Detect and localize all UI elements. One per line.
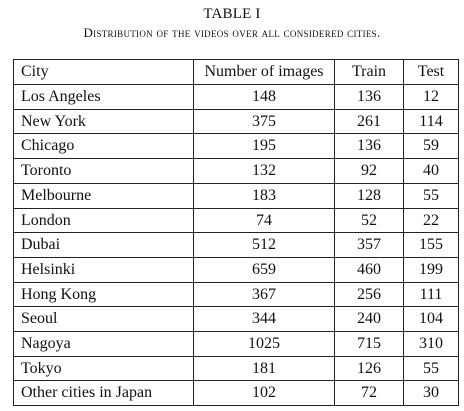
table-row: Los Angeles 148 136 12 [13, 84, 459, 110]
header-train: Train [334, 59, 404, 85]
cell-city: Melbourne [13, 182, 194, 209]
cell-images: 148 [193, 84, 335, 110]
cell-images: 132 [193, 158, 335, 184]
table-row: Helsinki 659 460 199 [13, 256, 459, 283]
table-title: TABLE I [203, 6, 261, 22]
cell-test: 12 [403, 84, 459, 110]
table-row: Dubai 512 357 155 [13, 232, 459, 258]
cell-test: 59 [403, 133, 459, 160]
table-row: Seoul 344 240 104 [13, 306, 459, 333]
cell-city: London [13, 207, 194, 234]
cell-city: New York [13, 108, 194, 135]
table-row: Toronto 132 92 40 [13, 158, 459, 184]
cell-images: 195 [193, 133, 335, 160]
cell-train: 357 [334, 232, 404, 258]
cell-city: Los Angeles [13, 84, 194, 110]
header-test: Test [403, 59, 459, 85]
cell-images: 344 [193, 306, 335, 333]
cell-train: 92 [334, 158, 404, 184]
cell-images: 375 [193, 108, 335, 135]
cell-images: 183 [193, 182, 335, 209]
cell-city: Hong Kong [13, 281, 194, 308]
table-row: Chicago 195 136 59 [13, 133, 459, 160]
cell-train: 126 [334, 355, 404, 382]
cell-train: 261 [334, 108, 404, 135]
cell-images: 102 [193, 380, 335, 407]
cell-test: 55 [403, 355, 459, 382]
cell-train: 72 [334, 380, 404, 407]
cell-train: 136 [334, 84, 404, 110]
cell-train: 52 [334, 207, 404, 234]
cell-test: 310 [403, 331, 459, 357]
cell-city: Other cities in Japan [13, 380, 194, 407]
cell-test: 40 [403, 158, 459, 184]
cell-city: Dubai [13, 232, 194, 258]
cell-city: Seoul [13, 306, 194, 333]
cell-images: 512 [193, 232, 335, 258]
cell-train: 256 [334, 281, 404, 308]
cell-test: 155 [403, 232, 459, 258]
cell-test: 199 [403, 256, 459, 283]
table-row: Melbourne 183 128 55 [13, 182, 459, 209]
cell-train: 715 [334, 331, 404, 357]
table-caption: Distribution of the videos over all cons… [83, 25, 381, 40]
cell-city: Nagoya [13, 331, 194, 357]
cell-test: 30 [403, 380, 459, 407]
table-row: Other cities in Japan 102 72 30 [13, 380, 459, 407]
cell-test: 111 [403, 281, 459, 308]
cell-city: Helsinki [13, 256, 194, 283]
cell-train: 240 [334, 306, 404, 333]
cell-images: 1025 [193, 331, 335, 357]
cell-test: 55 [403, 182, 459, 209]
header-city: City [13, 59, 194, 85]
cell-test: 22 [403, 207, 459, 234]
table-header-row: City Number of images Train Test [13, 59, 459, 85]
cell-train: 128 [334, 182, 404, 209]
cell-test: 104 [403, 306, 459, 333]
cell-city: Tokyo [13, 355, 194, 382]
cell-city: Chicago [13, 133, 194, 160]
header-number-of-images: Number of images [193, 59, 335, 85]
table-row: Hong Kong 367 256 111 [13, 281, 459, 308]
cell-test: 114 [403, 108, 459, 135]
cell-train: 460 [334, 256, 404, 283]
table-row: Nagoya 1025 715 310 [13, 331, 459, 357]
cell-images: 74 [193, 207, 335, 234]
cell-images: 659 [193, 256, 335, 283]
city-distribution-table: City Number of images Train Test Los Ang… [13, 59, 459, 407]
cell-city: Toronto [13, 158, 194, 184]
table-row: London 74 52 22 [13, 207, 459, 234]
table-row: Tokyo 181 126 55 [13, 355, 459, 382]
cell-images: 181 [193, 355, 335, 382]
cell-train: 136 [334, 133, 404, 160]
table-row: New York 375 261 114 [13, 108, 459, 135]
cell-images: 367 [193, 281, 335, 308]
